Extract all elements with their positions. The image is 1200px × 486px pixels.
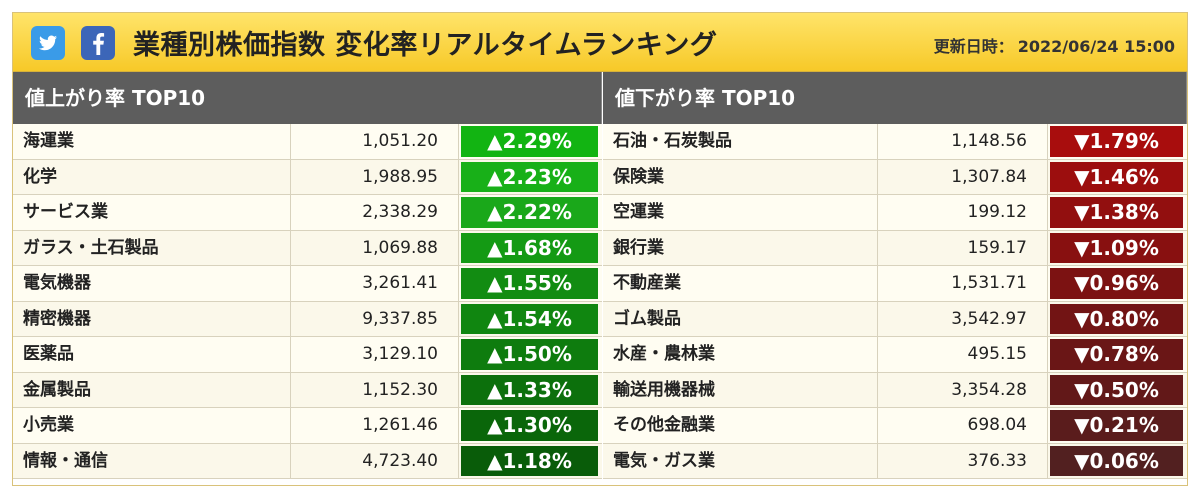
- sector-name: 海運業: [13, 124, 291, 159]
- change-rate: ▲1.30%: [461, 410, 598, 441]
- gainer-row[interactable]: 小売業 1,261.46 ▲1.30%: [13, 408, 602, 444]
- loser-row[interactable]: 保険業 1,307.84 ▼1.46%: [603, 159, 1187, 195]
- gainers-table: 海運業 1,051.20 ▲2.29% 化学 1,988.95 ▲2.23% サービス業 2,…: [13, 124, 602, 479]
- updated-timestamp: 更新日時： 2022/06/24 15:00: [934, 33, 1175, 57]
- page-title: 業種別株価指数 変化率リアルタイムランキング: [133, 30, 718, 61]
- sector-name: 不動産業: [603, 266, 878, 301]
- index-value: 698.04: [878, 408, 1048, 443]
- loser-row[interactable]: 電気・ガス業 376.33 ▼0.06%: [603, 443, 1187, 479]
- facebook-icon[interactable]: [81, 26, 115, 60]
- index-value: 1,307.84: [878, 159, 1048, 194]
- index-value: 4,723.40: [291, 443, 459, 478]
- index-value: 1,051.20: [291, 124, 459, 159]
- losers-heading: 値下がり率 TOP10: [603, 72, 1187, 124]
- index-value: 1,152.30: [291, 372, 459, 407]
- sector-name: 金属製品: [13, 372, 291, 407]
- loser-row[interactable]: その他金融業 698.04 ▼0.21%: [603, 408, 1187, 444]
- sector-name: 医薬品: [13, 337, 291, 372]
- index-value: 376.33: [878, 443, 1048, 478]
- change-rate: ▲1.68%: [461, 232, 598, 263]
- change-rate: ▲1.18%: [461, 445, 598, 476]
- gainer-row[interactable]: ガラス・土石製品 1,069.88 ▲1.68%: [13, 230, 602, 266]
- change-rate: ▲2.22%: [461, 197, 598, 228]
- losers-panel: 値下がり率 TOP10 石油・石炭製品 1,148.56 ▼1.79% 保険業 1,30…: [603, 72, 1187, 479]
- sector-name: 電気・ガス業: [603, 443, 878, 478]
- change-rate: ▼0.80%: [1050, 303, 1183, 334]
- index-value: 495.15: [878, 337, 1048, 372]
- index-value: 159.17: [878, 230, 1048, 265]
- gainer-row[interactable]: 金属製品 1,152.30 ▲1.33%: [13, 372, 602, 408]
- sector-name: 空運業: [603, 195, 878, 230]
- change-rate: ▼0.96%: [1050, 268, 1183, 299]
- index-value: 1,988.95: [291, 159, 459, 194]
- loser-row[interactable]: 水産・農林業 495.15 ▼0.78%: [603, 337, 1187, 373]
- sector-name: 保険業: [603, 159, 878, 194]
- change-rate: ▼0.50%: [1050, 374, 1183, 405]
- index-value: 3,129.10: [291, 337, 459, 372]
- sector-name: その他金融業: [603, 408, 878, 443]
- loser-row[interactable]: ゴム製品 3,542.97 ▼0.80%: [603, 301, 1187, 337]
- sector-name: 小売業: [13, 408, 291, 443]
- sector-name: サービス業: [13, 195, 291, 230]
- sector-name: 輸送用機器械: [603, 372, 878, 407]
- sector-name: 銀行業: [603, 230, 878, 265]
- loser-row[interactable]: 空運業 199.12 ▼1.38%: [603, 195, 1187, 231]
- gainers-panel: 値上がり率 TOP10 海運業 1,051.20 ▲2.29% 化学 1,988.95 ▲…: [13, 72, 602, 479]
- change-rate: ▼1.09%: [1050, 232, 1183, 263]
- sector-name: 石油・石炭製品: [603, 124, 878, 159]
- loser-row[interactable]: 石油・石炭製品 1,148.56 ▼1.79%: [603, 124, 1187, 160]
- loser-row[interactable]: 不動産業 1,531.71 ▼0.96%: [603, 266, 1187, 302]
- twitter-icon[interactable]: [31, 26, 65, 60]
- change-rate: ▲2.23%: [461, 161, 598, 192]
- sector-name: 化学: [13, 159, 291, 194]
- sector-name: 精密機器: [13, 301, 291, 336]
- index-value: 1,531.71: [878, 266, 1048, 301]
- index-value: 2,338.29: [291, 195, 459, 230]
- change-rate: ▲2.29%: [461, 126, 598, 157]
- index-value: 3,261.41: [291, 266, 459, 301]
- ranking-widget: 業種別株価指数 変化率リアルタイムランキング 更新日時： 2022/06/24 1…: [12, 12, 1188, 486]
- change-rate: ▼1.46%: [1050, 161, 1183, 192]
- loser-row[interactable]: 輸送用機器械 3,354.28 ▼0.50%: [603, 372, 1187, 408]
- updated-value: 2022/06/24 15:00: [1017, 37, 1175, 56]
- index-value: 3,354.28: [878, 372, 1048, 407]
- losers-table: 石油・石炭製品 1,148.56 ▼1.79% 保険業 1,307.84 ▼1.46% 空運…: [603, 124, 1187, 479]
- sector-name: ガラス・土石製品: [13, 230, 291, 265]
- change-rate: ▼0.78%: [1050, 339, 1183, 370]
- updated-label: 更新日時：: [933, 37, 1014, 56]
- gainers-heading: 値上がり率 TOP10: [13, 72, 602, 124]
- index-value: 9,337.85: [291, 301, 459, 336]
- index-value: 199.12: [878, 195, 1048, 230]
- sector-name: 情報・通信: [13, 443, 291, 478]
- gainer-row[interactable]: 電気機器 3,261.41 ▲1.55%: [13, 266, 602, 302]
- gainer-row[interactable]: 精密機器 9,337.85 ▲1.54%: [13, 301, 602, 337]
- index-value: 1,148.56: [878, 124, 1048, 159]
- gainer-row[interactable]: 海運業 1,051.20 ▲2.29%: [13, 124, 602, 160]
- change-rate: ▲1.54%: [461, 303, 598, 334]
- change-rate: ▼0.21%: [1050, 410, 1183, 441]
- change-rate: ▲1.55%: [461, 268, 598, 299]
- index-value: 3,542.97: [878, 301, 1048, 336]
- change-rate: ▼1.79%: [1050, 126, 1183, 157]
- gainer-row[interactable]: 化学 1,988.95 ▲2.23%: [13, 159, 602, 195]
- change-rate: ▲1.50%: [461, 339, 598, 370]
- change-rate: ▼0.06%: [1050, 445, 1183, 476]
- sector-name: 電気機器: [13, 266, 291, 301]
- sector-name: 水産・農林業: [603, 337, 878, 372]
- index-value: 1,069.88: [291, 230, 459, 265]
- change-rate: ▲1.33%: [461, 374, 598, 405]
- title-bar: 業種別株価指数 変化率リアルタイムランキング 更新日時： 2022/06/24 1…: [13, 13, 1187, 72]
- gainer-row[interactable]: 医薬品 3,129.10 ▲1.50%: [13, 337, 602, 373]
- sector-name: ゴム製品: [603, 301, 878, 336]
- index-value: 1,261.46: [291, 408, 459, 443]
- change-rate: ▼1.38%: [1050, 197, 1183, 228]
- gainer-row[interactable]: サービス業 2,338.29 ▲2.22%: [13, 195, 602, 231]
- loser-row[interactable]: 銀行業 159.17 ▼1.09%: [603, 230, 1187, 266]
- gainer-row[interactable]: 情報・通信 4,723.40 ▲1.18%: [13, 443, 602, 479]
